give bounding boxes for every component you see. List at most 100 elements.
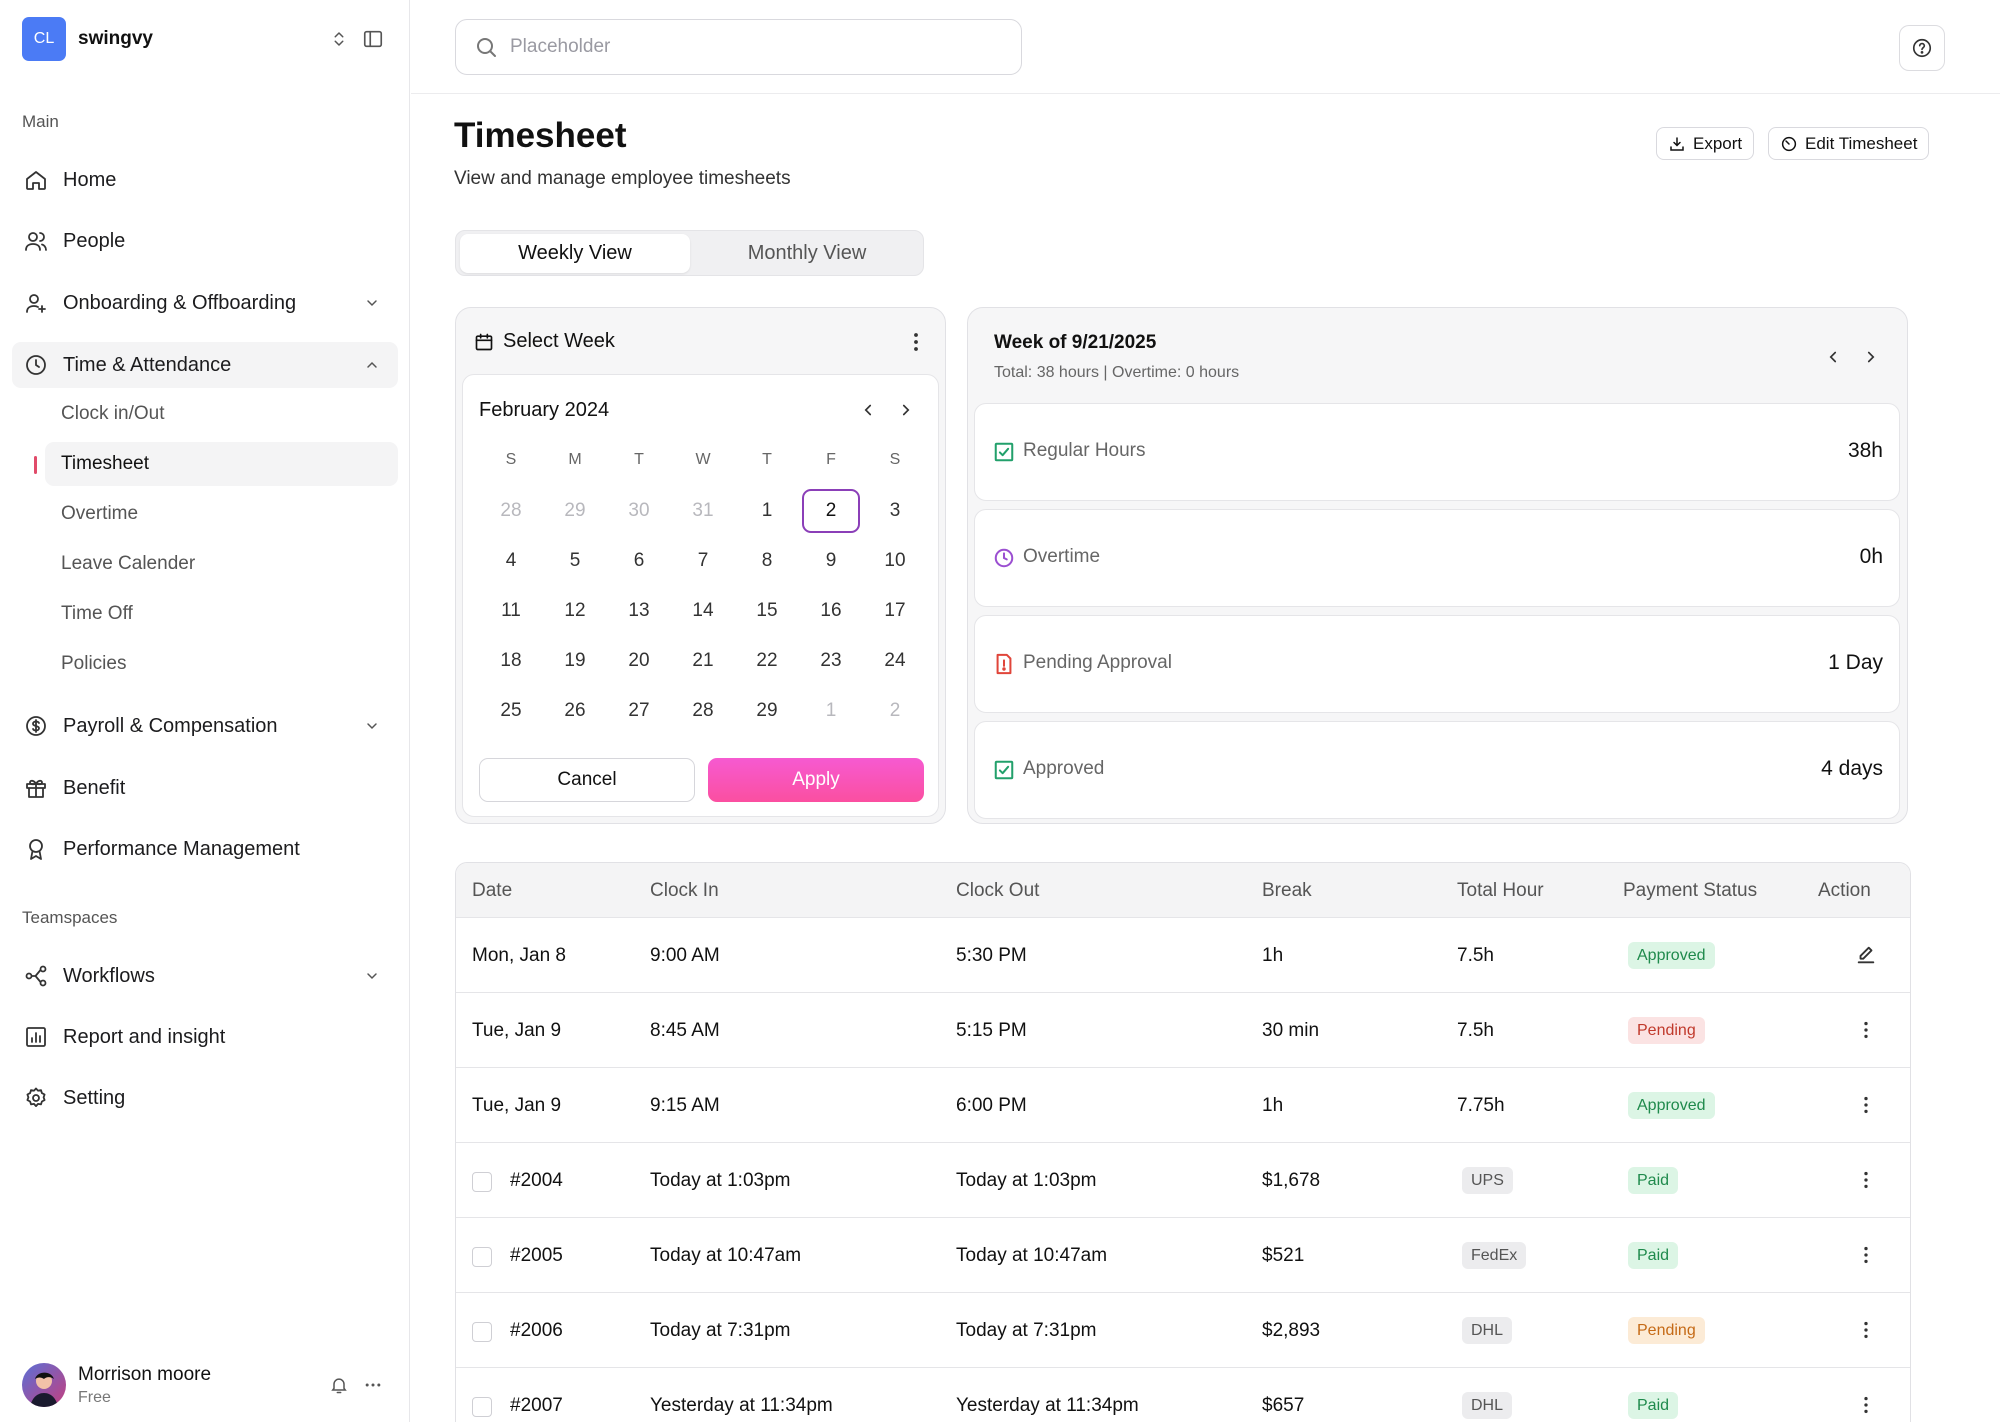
table-row[interactable]: #2005 Today at 10:47am Today at 10:47am … [456,1217,1910,1292]
next-week-button[interactable] [1856,342,1886,372]
workspace-switcher[interactable]: CL swingvy [22,17,390,61]
sidebar-subitem-time-off[interactable]: Time Off [61,603,133,624]
column-header-date[interactable]: Date [472,880,513,901]
calendar-day[interactable]: 30 [628,500,650,521]
sidebar-item-performance[interactable]: Performance Management [12,826,398,872]
calendar-day[interactable]: 25 [500,700,522,721]
calendar-day[interactable]: 29 [756,700,778,721]
calendar-day[interactable]: 4 [505,550,517,571]
calendar-day[interactable]: 10 [884,550,906,571]
sidebar-item-people[interactable]: People [12,218,398,264]
calendar-day[interactable]: 11 [501,600,521,621]
sidebar-subitem-timesheet[interactable]: Timesheet [45,442,398,486]
sidebar-item-payroll[interactable]: Payroll & Compensation [12,703,398,749]
row-checkbox[interactable] [472,1322,492,1342]
calendar-day[interactable]: 13 [628,600,650,621]
row-menu-button[interactable] [1851,1390,1881,1420]
prev-week-button[interactable] [1818,342,1848,372]
calendar-day-selected[interactable]: 2 [802,489,860,533]
row-menu-button[interactable] [1851,1315,1881,1345]
more-vertical-icon[interactable] [904,330,928,354]
calendar-day[interactable]: 6 [633,550,645,571]
more-horizontal-icon[interactable] [356,1368,390,1402]
row-menu-button[interactable] [1851,1240,1881,1270]
calendar-day[interactable]: 23 [820,650,842,671]
calendar-day[interactable]: 12 [564,600,586,621]
column-header-clock-out[interactable]: Clock Out [956,880,1040,901]
apply-button[interactable]: Apply [708,758,924,802]
calendar-day[interactable]: 17 [884,600,906,621]
table-row[interactable]: Tue, Jan 9 9:15 AM 6:00 PM 1h 7.75h Appr… [456,1067,1910,1142]
table-row[interactable]: #2007 Yesterday at 11:34pm Yesterday at … [456,1367,1910,1422]
stat-label: Pending Approval [1023,652,1172,673]
calendar-day[interactable]: 14 [692,600,714,621]
sidebar-item-home[interactable]: Home [12,157,398,203]
row-checkbox[interactable] [472,1247,492,1267]
column-header-total-hour[interactable]: Total Hour [1457,880,1544,901]
tab-monthly-view[interactable]: Monthly View [747,242,867,264]
calendar-day[interactable]: 29 [564,500,586,521]
calendar-day[interactable]: 28 [500,500,522,521]
sidebar-item-setting[interactable]: Setting [12,1075,398,1121]
calendar-day[interactable]: 26 [564,700,586,721]
search-box[interactable] [455,19,1022,75]
calendar-day[interactable]: 2 [889,700,901,721]
user-profile[interactable]: Morrison moore Free [22,1358,390,1412]
edit-timesheet-button[interactable]: Edit Timesheet [1768,127,1930,160]
sidebar-subitem-overtime[interactable]: Overtime [61,503,139,524]
sidebar-item-time-attendance[interactable]: Time & Attendance [12,342,398,388]
sidebar-subitem-policies[interactable]: Policies [61,653,127,674]
help-icon [1911,37,1933,59]
workspace-logo: CL [22,17,66,61]
column-header-clock-in[interactable]: Clock In [650,880,719,901]
calendar-day[interactable]: 24 [884,650,906,671]
column-header-break[interactable]: Break [1262,880,1312,901]
sidebar-item-report[interactable]: Report and insight [12,1014,398,1060]
calendar-day[interactable]: 8 [761,550,773,571]
calendar-day[interactable]: 31 [692,500,714,521]
prev-month-button[interactable] [853,395,883,425]
column-header-payment-status[interactable]: Payment Status [1623,880,1758,901]
calendar-day[interactable]: 22 [756,650,778,671]
table-row[interactable]: #2006 Today at 7:31pm Today at 7:31pm $2… [456,1292,1910,1367]
calendar-day[interactable]: 28 [692,700,714,721]
calendar-day[interactable]: 21 [692,650,714,671]
row-checkbox[interactable] [472,1397,492,1417]
sidebar-subitem-clock-in-out[interactable]: Clock in/Out [61,403,165,424]
search-input[interactable] [510,36,990,58]
row-menu-button[interactable] [1851,1090,1881,1120]
calendar-day[interactable]: 5 [569,550,581,571]
calendar-day[interactable]: 15 [756,600,778,621]
next-month-button[interactable] [891,395,921,425]
table-row[interactable]: Tue, Jan 9 8:45 AM 5:15 PM 30 min 7.5h P… [456,992,1910,1067]
calendar-day[interactable]: 7 [697,550,709,571]
bell-icon[interactable] [322,1368,356,1402]
row-checkbox[interactable] [472,1172,492,1192]
calendar-day[interactable]: 1 [761,500,773,521]
calendar-day[interactable]: 20 [628,650,650,671]
cancel-button[interactable]: Cancel [479,758,695,802]
calendar-day[interactable]: 3 [889,500,901,521]
sidebar-subitem-leave-calendar[interactable]: Leave Calender [61,553,196,574]
table-row[interactable]: #2004 Today at 1:03pm Today at 1:03pm $1… [456,1142,1910,1217]
row-menu-button[interactable] [1851,1165,1881,1195]
calendar-day[interactable]: 16 [820,600,842,621]
export-button[interactable]: Export [1656,127,1755,160]
row-menu-button[interactable] [1851,1015,1881,1045]
sidebar-item-onboarding[interactable]: Onboarding & Offboarding [12,280,398,326]
calendar-day[interactable]: 9 [825,550,837,571]
cell-date: #2007 [510,1395,563,1416]
sidebar-toggle-icon[interactable] [356,22,390,56]
sidebar-item-benefit[interactable]: Benefit [12,765,398,811]
table-row[interactable]: Mon, Jan 8 9:00 AM 5:30 PM 1h 7.5h Appro… [456,917,1910,992]
cell-break: $657 [1262,1395,1305,1416]
calendar-day[interactable]: 18 [500,650,522,671]
sidebar-item-workflows[interactable]: Workflows [12,953,398,999]
calendar-day[interactable]: 19 [564,650,586,671]
chevrons-up-down-icon[interactable] [322,22,356,56]
help-button[interactable] [1899,25,1945,71]
tab-weekly-view[interactable]: Weekly View [460,234,690,273]
calendar-day[interactable]: 27 [628,700,650,721]
calendar-day[interactable]: 1 [825,700,837,721]
edit-row-button[interactable] [1851,940,1881,970]
